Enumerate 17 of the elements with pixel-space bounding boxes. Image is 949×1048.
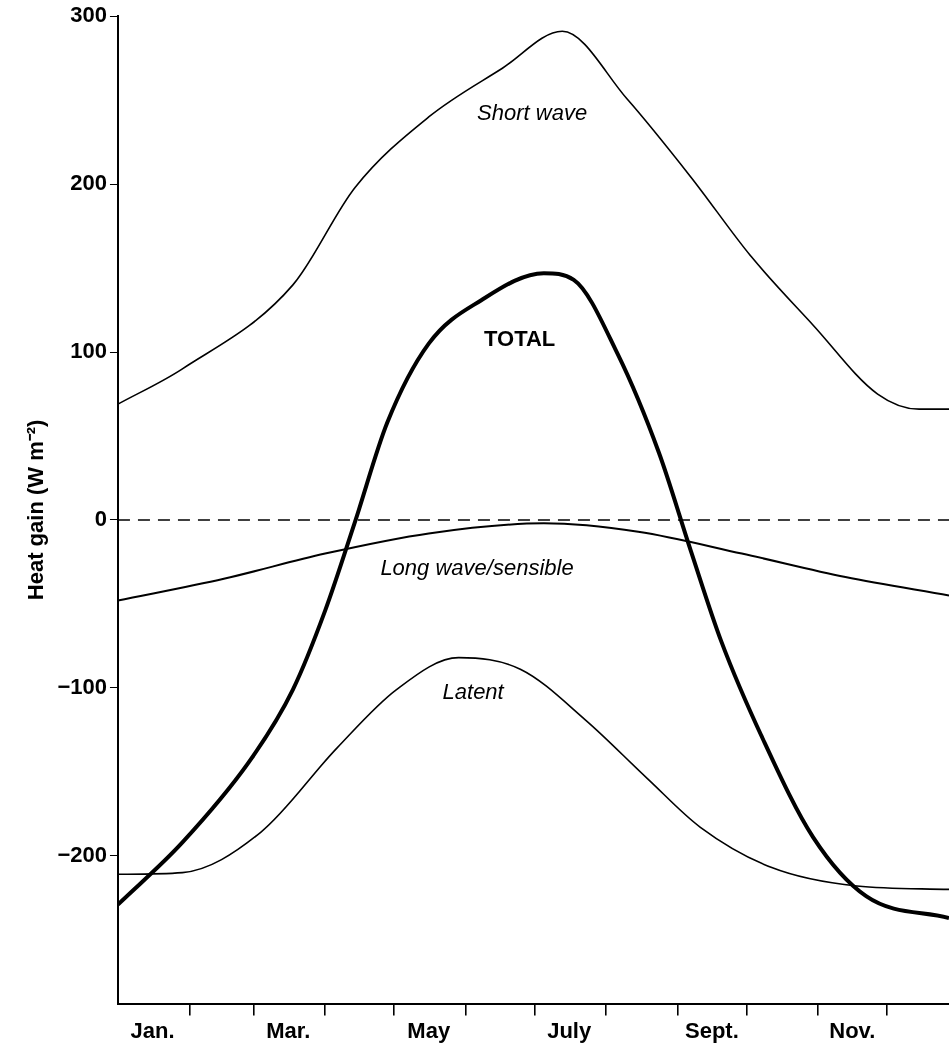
x-tick-label: May — [407, 1017, 451, 1043]
x-tick-label: Nov. — [829, 1017, 876, 1043]
y-tick-label: 100 — [70, 338, 107, 364]
series-label: Latent — [442, 679, 505, 705]
y-axis-title: Heat gain (W m⁻²) — [23, 419, 49, 601]
series-label: Long wave/sensible — [380, 554, 574, 580]
x-tick-label: Jan. — [130, 1017, 175, 1043]
x-tick-label: Sept. — [684, 1017, 739, 1043]
y-tick-label: −100 — [57, 673, 107, 699]
x-tick-label: Mar. — [266, 1017, 311, 1043]
x-tick-label: July — [547, 1017, 592, 1043]
y-tick-label: 300 — [70, 2, 107, 28]
y-tick-label: −200 — [57, 841, 107, 867]
y-tick-label: 0 — [94, 506, 107, 532]
series-label: TOTAL — [483, 326, 556, 352]
series-label: Short wave — [477, 99, 588, 125]
y-tick-label: 200 — [70, 170, 107, 196]
